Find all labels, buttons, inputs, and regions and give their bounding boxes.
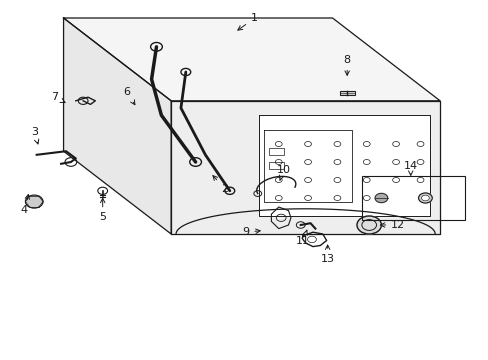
Text: 5: 5: [99, 198, 106, 222]
Text: 14: 14: [403, 161, 417, 175]
Polygon shape: [63, 18, 439, 101]
Circle shape: [421, 195, 428, 201]
Text: 8: 8: [343, 55, 350, 75]
Text: 13: 13: [320, 245, 334, 264]
Polygon shape: [264, 130, 351, 202]
Text: 10: 10: [276, 165, 290, 180]
Text: 12: 12: [380, 220, 405, 230]
Polygon shape: [63, 18, 171, 234]
Bar: [339, 91, 354, 95]
Circle shape: [374, 193, 387, 203]
Text: 9: 9: [242, 227, 260, 237]
Text: 1: 1: [237, 13, 257, 30]
Polygon shape: [259, 115, 429, 216]
Polygon shape: [171, 101, 439, 234]
Circle shape: [418, 193, 431, 203]
Text: 6: 6: [123, 87, 135, 105]
Bar: [361, 176, 464, 220]
Text: 3: 3: [31, 127, 39, 144]
Text: 2: 2: [212, 176, 228, 194]
Circle shape: [25, 195, 43, 208]
Text: 4: 4: [21, 194, 29, 215]
Bar: [268, 162, 283, 169]
Text: 11: 11: [296, 230, 309, 246]
Bar: [268, 148, 283, 155]
Circle shape: [356, 216, 381, 234]
Text: 7: 7: [51, 92, 65, 103]
Bar: [339, 91, 354, 95]
